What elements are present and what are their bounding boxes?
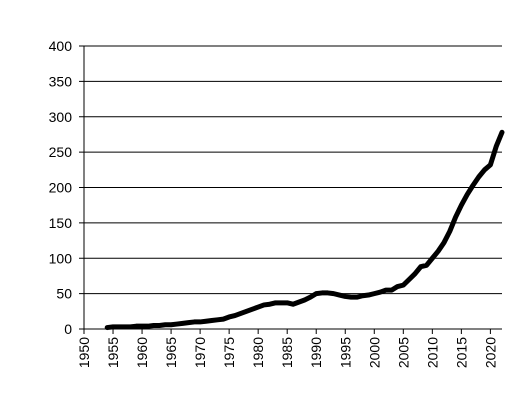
y-tick-label: 150 bbox=[49, 215, 73, 231]
x-tick-label: 1955 bbox=[105, 337, 121, 368]
x-tick-label: 1965 bbox=[163, 337, 179, 368]
x-tick-label: 1950 bbox=[76, 337, 92, 368]
x-tick-label: 1990 bbox=[308, 337, 324, 368]
x-tick-label: 2015 bbox=[453, 337, 469, 368]
x-tick-label: 2000 bbox=[366, 337, 382, 368]
x-tick-label: 1975 bbox=[221, 337, 237, 368]
y-tick-label: 50 bbox=[56, 286, 72, 302]
data-line bbox=[104, 129, 505, 331]
x-tick-label: 2005 bbox=[395, 337, 411, 368]
y-tick-label: 250 bbox=[49, 144, 73, 160]
y-tick-label: 350 bbox=[49, 73, 73, 89]
x-tick-label: 2010 bbox=[424, 337, 440, 368]
x-tick-label: 1985 bbox=[279, 337, 295, 368]
y-tick-label: 400 bbox=[49, 38, 73, 54]
y-tick-label: 100 bbox=[49, 250, 73, 266]
y-tick-label: 0 bbox=[64, 321, 72, 337]
y-tick-label: 300 bbox=[49, 109, 73, 125]
x-tick-label: 1970 bbox=[192, 337, 208, 368]
x-tick-label: 1960 bbox=[134, 337, 150, 368]
x-tick-label: 1995 bbox=[337, 337, 353, 368]
x-tick-label: 1980 bbox=[250, 337, 266, 368]
x-tick-label: 2020 bbox=[482, 337, 498, 368]
y-tick-label: 200 bbox=[49, 180, 73, 196]
